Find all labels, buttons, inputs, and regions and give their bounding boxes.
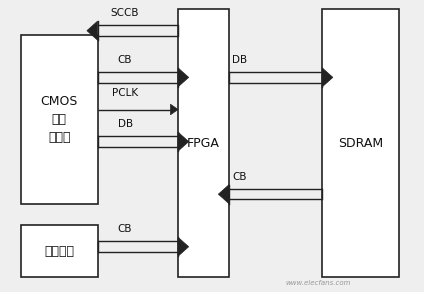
Bar xyxy=(21,225,98,277)
Polygon shape xyxy=(178,237,189,256)
Polygon shape xyxy=(170,104,178,115)
Polygon shape xyxy=(218,185,229,204)
Polygon shape xyxy=(178,68,189,87)
Text: CB: CB xyxy=(118,55,132,65)
Text: DB: DB xyxy=(117,119,133,129)
Text: DB: DB xyxy=(232,55,247,65)
Text: 外围控制: 外围控制 xyxy=(45,245,74,258)
Text: SCCB: SCCB xyxy=(111,8,139,18)
Text: FPGA: FPGA xyxy=(187,137,220,150)
Text: CB: CB xyxy=(232,172,247,182)
Text: SDRAM: SDRAM xyxy=(338,137,383,150)
Polygon shape xyxy=(322,68,333,87)
Bar xyxy=(21,35,98,204)
Text: www.elecfans.com: www.elecfans.com xyxy=(285,280,351,286)
Text: CB: CB xyxy=(118,224,132,234)
Polygon shape xyxy=(178,132,189,151)
Polygon shape xyxy=(87,21,98,40)
Text: CMOS
图像
传感器: CMOS 图像 传感器 xyxy=(41,95,78,144)
Text: PCLK: PCLK xyxy=(112,88,138,98)
Bar xyxy=(178,9,229,277)
Bar xyxy=(322,9,399,277)
